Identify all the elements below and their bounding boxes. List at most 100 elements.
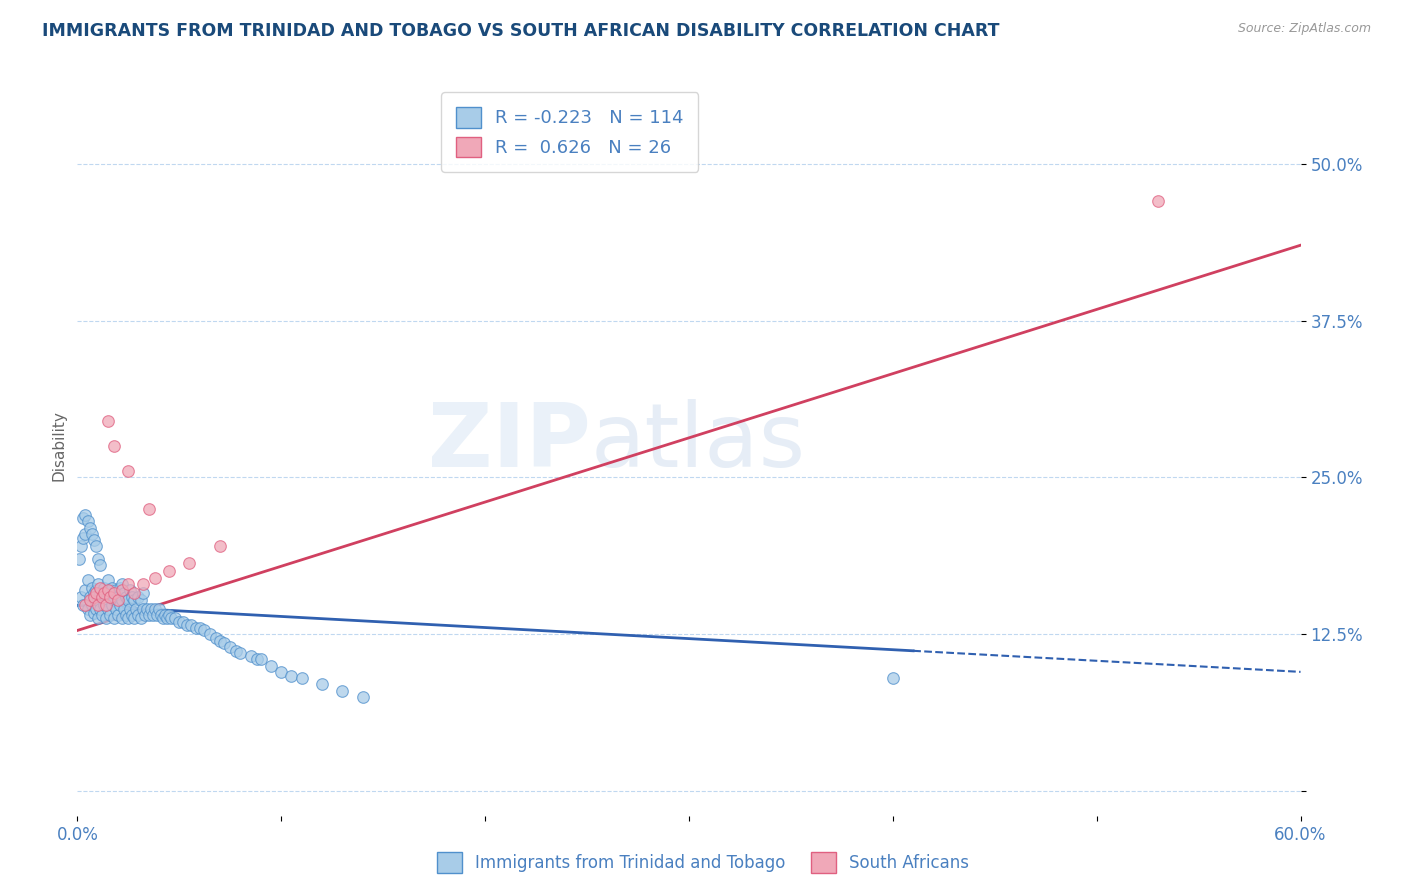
Point xyxy=(180,618,202,632)
Point xyxy=(184,621,207,635)
Point xyxy=(311,677,333,691)
Point xyxy=(111,611,134,625)
Point xyxy=(153,608,176,623)
Point xyxy=(229,646,252,660)
Point xyxy=(115,608,138,623)
Point xyxy=(179,556,201,570)
Point xyxy=(107,608,129,623)
Point xyxy=(157,608,180,623)
Point xyxy=(117,464,139,478)
Point xyxy=(97,602,120,616)
Point xyxy=(156,611,179,625)
Point xyxy=(87,599,110,613)
Point xyxy=(120,602,142,616)
Point xyxy=(87,593,110,607)
Point xyxy=(72,599,94,613)
Point xyxy=(83,590,105,604)
Point xyxy=(138,501,160,516)
Point xyxy=(93,586,115,600)
Point xyxy=(107,593,129,607)
Point xyxy=(101,599,124,613)
Legend: Immigrants from Trinidad and Tobago, South Africans: Immigrants from Trinidad and Tobago, Sou… xyxy=(430,846,976,880)
Point xyxy=(112,586,135,600)
Point xyxy=(89,586,111,600)
Point xyxy=(135,602,157,616)
Point xyxy=(219,640,242,654)
Point xyxy=(83,586,105,600)
Point xyxy=(103,593,125,607)
Point xyxy=(79,520,101,534)
Point xyxy=(270,665,292,679)
Point xyxy=(97,586,120,600)
Point xyxy=(146,608,169,623)
Point xyxy=(97,414,120,428)
Point xyxy=(882,671,904,685)
Point xyxy=(84,602,107,616)
Point xyxy=(117,593,139,607)
Point xyxy=(80,599,103,613)
Point xyxy=(76,514,98,528)
Point xyxy=(115,590,138,604)
Point xyxy=(208,633,231,648)
Point xyxy=(139,602,162,616)
Point xyxy=(89,581,111,595)
Point xyxy=(193,624,215,638)
Point xyxy=(160,611,183,625)
Point xyxy=(94,599,117,613)
Point xyxy=(76,574,98,588)
Point xyxy=(149,608,172,623)
Point xyxy=(280,668,302,682)
Point xyxy=(70,590,93,604)
Point xyxy=(212,636,235,650)
Point xyxy=(90,590,112,604)
Point xyxy=(1147,194,1170,209)
Text: atlas: atlas xyxy=(591,399,806,486)
Point xyxy=(172,615,194,629)
Point xyxy=(198,627,221,641)
Point xyxy=(127,590,149,604)
Point xyxy=(98,608,121,623)
Point xyxy=(124,586,146,600)
Y-axis label: Disability: Disability xyxy=(51,410,66,482)
Point xyxy=(124,593,146,607)
Point xyxy=(75,599,97,613)
Point xyxy=(176,618,198,632)
Point xyxy=(89,602,111,616)
Point xyxy=(98,590,121,604)
Point xyxy=(79,593,101,607)
Point xyxy=(142,608,165,623)
Point xyxy=(101,581,124,595)
Point xyxy=(246,652,269,666)
Text: Source: ZipAtlas.com: Source: ZipAtlas.com xyxy=(1237,22,1371,36)
Text: IMMIGRANTS FROM TRINIDAD AND TOBAGO VS SOUTH AFRICAN DISABILITY CORRELATION CHAR: IMMIGRANTS FROM TRINIDAD AND TOBAGO VS S… xyxy=(42,22,1000,40)
Point xyxy=(188,621,211,635)
Text: ZIP: ZIP xyxy=(429,399,591,486)
Point xyxy=(97,583,120,598)
Point xyxy=(108,599,131,613)
Point xyxy=(138,608,160,623)
Point xyxy=(84,586,107,600)
Point xyxy=(120,583,142,598)
Point xyxy=(76,602,98,616)
Point xyxy=(111,593,134,607)
Point xyxy=(111,577,134,591)
Point xyxy=(75,583,97,598)
Point xyxy=(131,586,153,600)
Point xyxy=(148,602,170,616)
Point xyxy=(205,631,228,645)
Point xyxy=(103,439,125,453)
Point xyxy=(117,577,139,591)
Point xyxy=(89,558,111,573)
Point xyxy=(75,508,97,522)
Point xyxy=(112,602,135,616)
Point xyxy=(94,593,117,607)
Point xyxy=(131,577,153,591)
Point xyxy=(72,510,94,524)
Legend: R = -0.223   N = 114, R =  0.626   N = 26: R = -0.223 N = 114, R = 0.626 N = 26 xyxy=(441,92,699,172)
Point xyxy=(79,608,101,623)
Point xyxy=(260,658,283,673)
Point xyxy=(152,611,174,625)
Point xyxy=(75,526,97,541)
Point xyxy=(352,690,374,704)
Point xyxy=(124,611,146,625)
